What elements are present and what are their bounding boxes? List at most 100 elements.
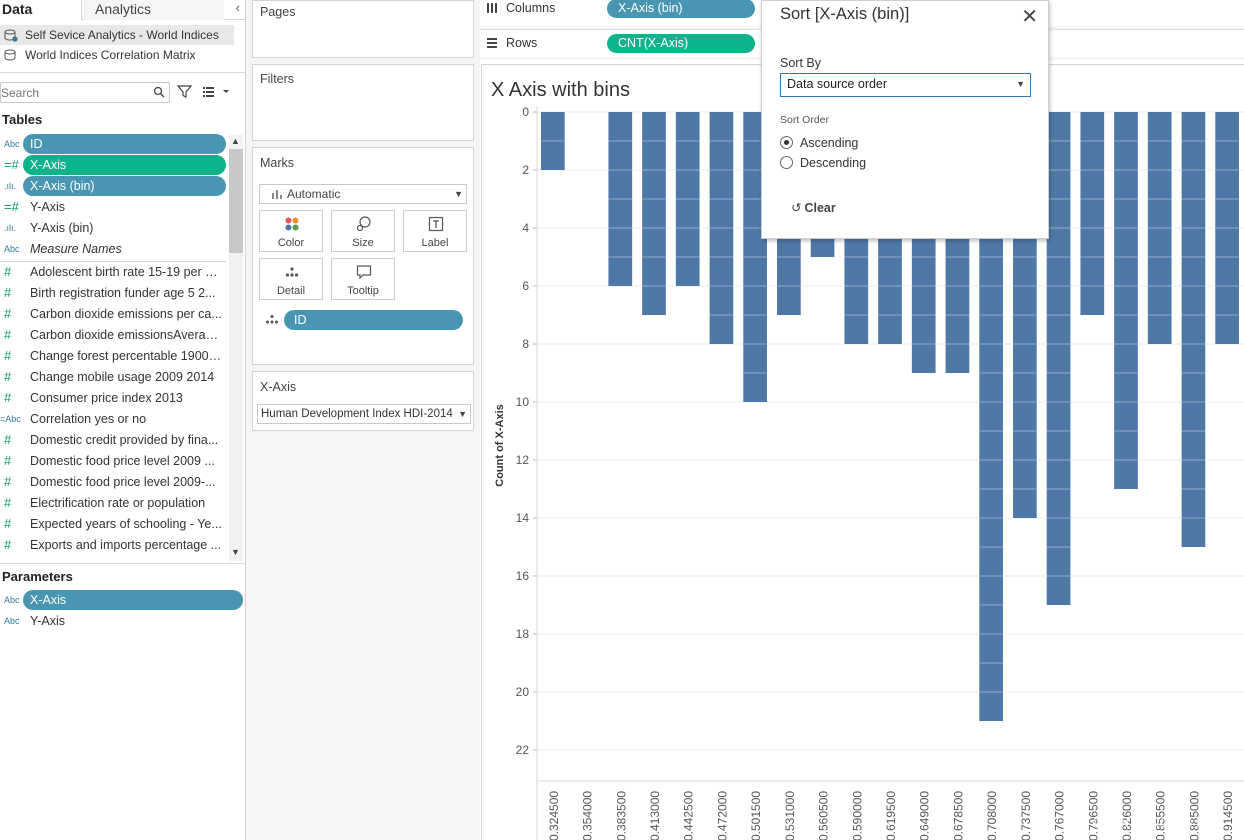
- field-y-axis-bin[interactable]: .ılı. Y-Axis (bin): [0, 218, 226, 238]
- clear-button[interactable]: ↺ Clear: [791, 200, 836, 215]
- fields-scrollbar[interactable]: ▲ ▼: [229, 135, 243, 561]
- field-item[interactable]: # Adolescent birth rate 15-19 per 1...: [0, 262, 226, 282]
- field-name: Adolescent birth rate 15-19 per 1...: [30, 265, 222, 279]
- scroll-down-icon[interactable]: ▼: [231, 547, 240, 557]
- label-button[interactable]: Label: [403, 210, 467, 252]
- search-icon[interactable]: [153, 86, 165, 98]
- detail-label: Detail: [276, 285, 306, 297]
- field-item[interactable]: # Consumer price index 2013: [0, 388, 226, 408]
- filter-icon[interactable]: [177, 84, 192, 99]
- measure-type-icon: =#: [4, 157, 19, 172]
- field-name: Correlation yes or no: [30, 412, 147, 426]
- field-measure-names[interactable]: Abc Measure Names: [0, 239, 226, 259]
- field-item[interactable]: # Domestic food price level 2009-...: [0, 472, 226, 492]
- field-item[interactable]: # Domestic food price level 2009 ...: [0, 451, 226, 471]
- search-input[interactable]: [1, 83, 151, 102]
- x-tick-label: 0.678500: [951, 791, 965, 840]
- search-box: [0, 82, 170, 103]
- measure-type-icon: #: [4, 474, 12, 489]
- field-name: ID: [30, 137, 43, 151]
- field-name: Change forest percentable 1900 ...: [30, 349, 222, 363]
- ascending-radio[interactable]: [780, 136, 793, 149]
- measure-type-icon: #: [4, 285, 12, 300]
- datasource-item[interactable]: Self Sevice Analytics - World Indices: [0, 25, 234, 45]
- field-item[interactable]: # Electrification rate or population: [0, 493, 226, 513]
- x-tick-label: 0.708000: [985, 791, 999, 840]
- field-item[interactable]: # Carbon dioxide emissions per ca...: [0, 304, 226, 324]
- divider: [0, 261, 226, 262]
- x-tick-label: 0.855500: [1154, 791, 1168, 840]
- bin-type-icon: .ılı.: [4, 223, 17, 233]
- field-name: Y-Axis (bin): [30, 221, 94, 235]
- field-item[interactable]: # Exports and imports percentage ...: [0, 535, 226, 555]
- filters-card[interactable]: Filters: [252, 64, 474, 141]
- field-x-axis-bin[interactable]: .ılı. X-Axis (bin): [0, 176, 226, 196]
- scroll-thumb[interactable]: [229, 149, 243, 253]
- datasource-item[interactable]: World Indices Correlation Matrix: [0, 45, 234, 65]
- tab-analytics[interactable]: Analytics: [84, 0, 224, 20]
- parameters-title: Parameters: [2, 569, 73, 584]
- field-x-axis[interactable]: =# X-Axis: [0, 155, 226, 175]
- rows-pill[interactable]: CNT(X-Axis): [607, 34, 755, 53]
- color-label: Color: [277, 237, 305, 249]
- calc-dimension-type-icon: =Abc: [0, 414, 21, 424]
- field-id[interactable]: Abc ID: [0, 134, 226, 154]
- field-item[interactable]: # Birth registration funder age 5 2...: [0, 283, 226, 303]
- descending-radio[interactable]: [780, 156, 793, 169]
- dimension-type-icon: Abc: [4, 244, 20, 254]
- pages-card[interactable]: Pages: [252, 0, 474, 58]
- parameter-card-title: X-Axis: [260, 380, 297, 394]
- parameter-x-axis[interactable]: Abc X-Axis: [0, 590, 243, 610]
- label-label: Label: [421, 237, 449, 249]
- parameter-dropdown[interactable]: Human Development Index HDI-2014 ▼: [257, 404, 471, 424]
- pill-background: [23, 155, 226, 175]
- close-icon[interactable]: ✕: [1021, 6, 1038, 28]
- datasource-name: Self Sevice Analytics - World Indices: [25, 28, 219, 42]
- field-name: X-Axis: [30, 158, 67, 172]
- field-item[interactable]: # Expected years of schooling - Ye...: [0, 514, 226, 534]
- tab-data[interactable]: Data: [0, 0, 82, 20]
- y-tick-label: 8: [522, 337, 529, 351]
- dimension-type-icon: Abc: [4, 139, 20, 149]
- sort-dialog: Sort [X-Axis (bin)] ✕ Sort By Data sourc…: [761, 0, 1049, 239]
- x-tick-label: 0.590000: [850, 791, 864, 840]
- field-name: Y-Axis: [30, 200, 65, 214]
- mark-type-dropdown[interactable]: Automatic ▼: [259, 184, 467, 204]
- x-tick-label: 0.914500: [1221, 791, 1235, 840]
- field-name: Domestic food price level 2009 ...: [30, 454, 215, 468]
- field-name: Domestic credit provided by fina...: [30, 433, 219, 447]
- tooltip-button[interactable]: Tooltip: [331, 258, 395, 300]
- field-item[interactable]: # Change forest percentable 1900 ...: [0, 346, 226, 366]
- collapse-pane-button[interactable]: ‹: [235, 0, 240, 15]
- field-item[interactable]: # Carbon dioxide emissionsAverag...: [0, 325, 226, 345]
- field-item[interactable]: # Domestic credit provided by fina...: [0, 430, 226, 450]
- field-name: Electrification rate or population: [30, 496, 206, 510]
- measure-type-icon: #: [4, 390, 12, 405]
- measure-type-icon: #: [4, 516, 12, 531]
- columns-pill[interactable]: X-Axis (bin): [607, 0, 755, 18]
- measure-type-icon: #: [4, 327, 12, 342]
- datasource-icon: [4, 29, 18, 42]
- measure-type-icon: #: [4, 537, 12, 552]
- y-tick-label: 2: [522, 163, 529, 177]
- field-item[interactable]: =Abc Correlation yes or no: [0, 409, 226, 429]
- sort-by-dropdown[interactable]: Data source order ▼: [780, 73, 1031, 97]
- clear-label: Clear: [804, 201, 836, 215]
- scroll-up-icon[interactable]: ▲: [231, 136, 240, 146]
- undo-icon: ↺: [791, 201, 802, 215]
- rows-label: Rows: [506, 36, 538, 50]
- x-tick-label: 0.619500: [884, 791, 898, 840]
- field-item[interactable]: # Change mobile usage 2009 2014: [0, 367, 226, 387]
- size-icon: [356, 216, 371, 232]
- parameter-y-axis[interactable]: Abc Y-Axis: [0, 611, 226, 631]
- size-button[interactable]: Size: [331, 210, 395, 252]
- bar-chart-icon: [272, 190, 282, 199]
- color-button[interactable]: Color: [259, 210, 323, 252]
- columns-label: Columns: [506, 1, 556, 15]
- field-y-axis[interactable]: =# Y-Axis: [0, 197, 226, 217]
- x-tick-label: 0.472000: [715, 791, 729, 840]
- view-options-icon[interactable]: [203, 86, 229, 97]
- y-tick-label: 14: [516, 511, 530, 525]
- detail-button[interactable]: Detail: [259, 258, 323, 300]
- marks-id-pill[interactable]: ID: [284, 310, 463, 330]
